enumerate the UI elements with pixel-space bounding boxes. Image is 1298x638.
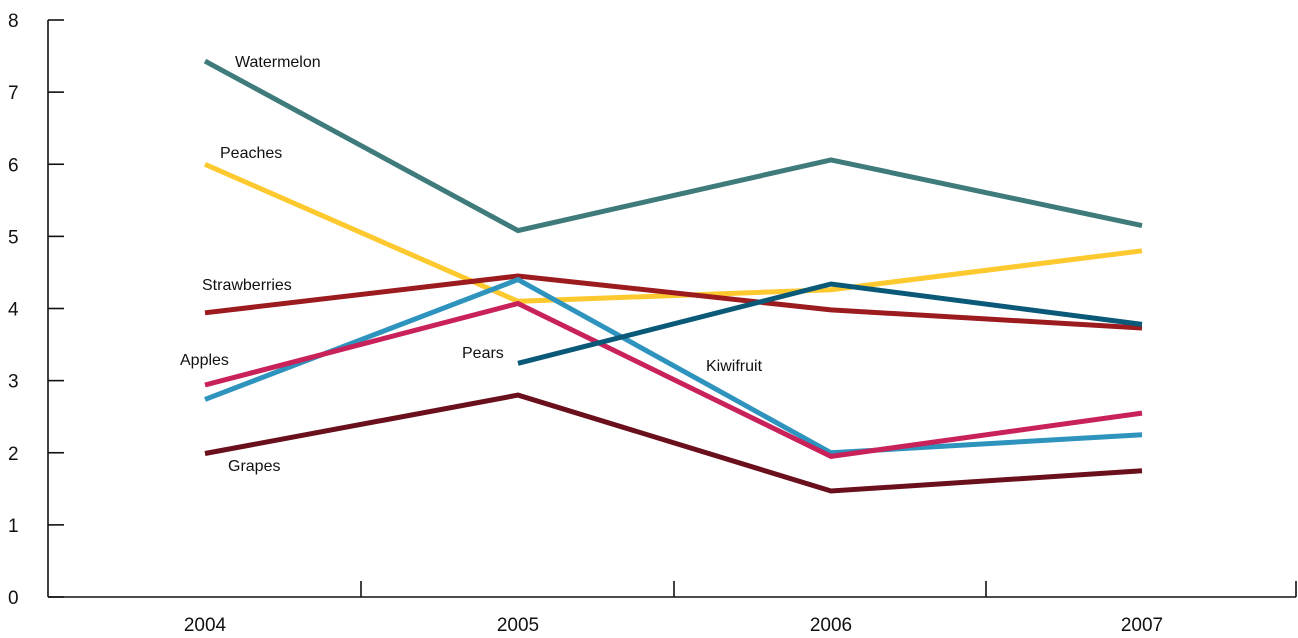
series-line-peaches (203, 162, 1143, 304)
series-labels: Watermelon Peaches Strawberries Kiwifruit Ap… (180, 54, 763, 475)
series-label-grapes: Grapes (228, 458, 280, 475)
series-label-watermelon: Watermelon (235, 54, 321, 71)
x-tick-label: 2007 (1121, 615, 1163, 636)
series-label-apples: Apples (180, 352, 229, 369)
series-label-peaches: Peaches (220, 145, 282, 162)
y-tick-label: 2 (8, 444, 19, 465)
series-line-kiwifruit (204, 276, 1143, 456)
series-line-strawberries (204, 273, 1143, 331)
series-label-pears: Pears (462, 345, 504, 362)
y-tick-label: 6 (8, 155, 19, 176)
axes: 0 1 2 3 4 5 6 7 8 2004 2005 2006 2007 (8, 11, 1297, 636)
series-line-watermelon (203, 58, 1143, 234)
series-line-grapes (204, 392, 1143, 494)
series-line-apples (204, 300, 1143, 459)
series-line-pears (517, 281, 1143, 366)
x-tick-label: 2005 (497, 615, 539, 636)
series-label-strawberries: Strawberries (202, 277, 292, 294)
y-tick-label: 3 (8, 372, 19, 393)
x-tick-label: 2006 (810, 615, 852, 636)
series-lines (203, 58, 1143, 494)
y-tick-label: 7 (8, 83, 19, 104)
y-tick-label: 8 (8, 11, 19, 32)
y-tick-label: 0 (8, 588, 19, 609)
y-tick-label: 1 (8, 516, 19, 537)
y-tick-label: 5 (8, 227, 19, 248)
y-tick-label: 4 (8, 300, 19, 321)
x-tick-label: 2004 (184, 615, 227, 636)
series-label-kiwifruit: Kiwifruit (706, 358, 763, 375)
